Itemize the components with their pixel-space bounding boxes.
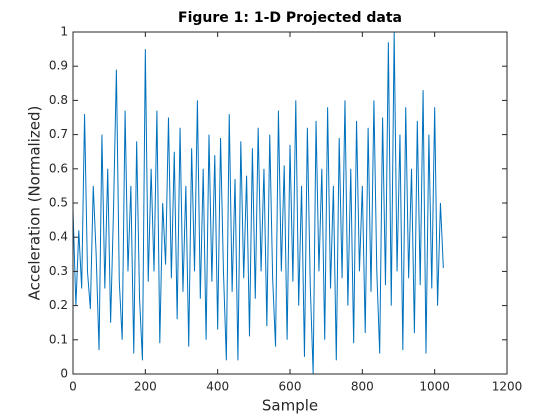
y-tick-label: 0.5 (49, 196, 68, 210)
y-tick-label: 0.3 (49, 264, 68, 278)
y-tick-label: 0.7 (49, 127, 68, 141)
x-tick-label: 200 (134, 380, 157, 394)
y-axis-label: Acceleration (Normalized) (26, 106, 44, 301)
chart-title: Figure 1: 1-D Projected data (178, 10, 402, 26)
x-tick-label: 1200 (492, 380, 523, 394)
y-tick-label: 1 (60, 25, 68, 39)
y-tick-label: 0 (60, 367, 68, 381)
x-tick-label: 800 (351, 380, 374, 394)
y-tick-label: 0.1 (49, 332, 68, 346)
data-line (72, 31, 444, 375)
y-tick-label: 0.6 (49, 161, 68, 175)
y-tick-label: 0.2 (49, 298, 68, 312)
y-tick-label: 0.9 (49, 59, 68, 73)
x-tick-label: 0 (69, 380, 77, 394)
y-tick-label: 0.8 (49, 93, 68, 107)
y-tick-label: 0.4 (49, 230, 68, 244)
x-tick-label: 400 (206, 380, 229, 394)
x-tick-label: 600 (279, 380, 302, 394)
x-tick-label: 1000 (419, 380, 450, 394)
x-axis-label: Sample (262, 397, 318, 415)
